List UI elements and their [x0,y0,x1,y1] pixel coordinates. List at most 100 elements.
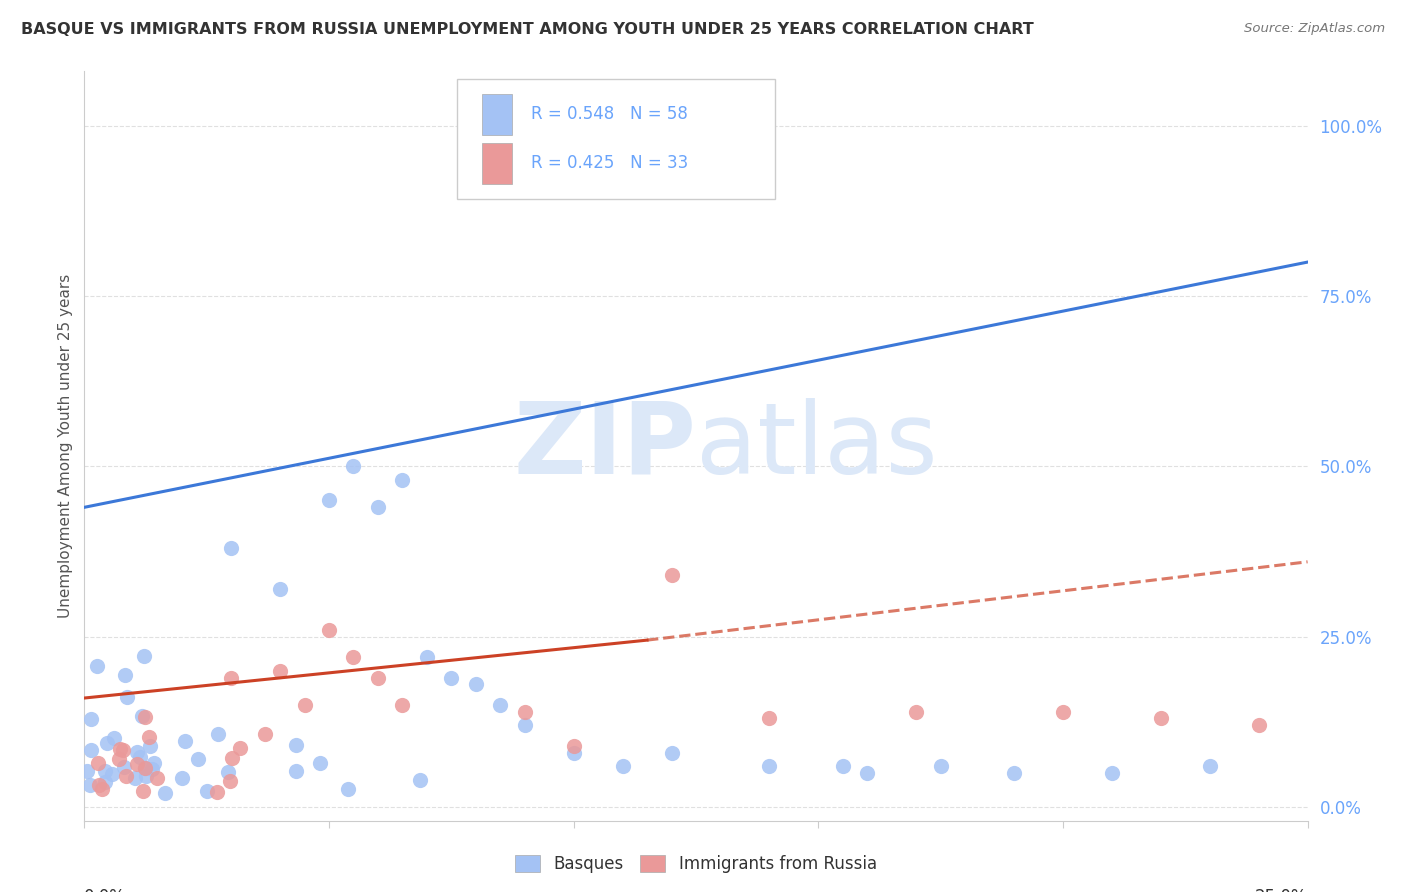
Point [138,730,160,744]
Point [195,784,218,798]
Text: 0.0%: 0.0% [84,888,127,892]
Point [141,762,163,776]
Point [114,769,136,783]
Point [153,786,176,800]
Point [661,568,683,582]
Point [464,677,486,691]
Point [513,718,536,732]
Point [253,727,276,741]
Point [416,650,439,665]
Point [758,711,780,725]
Point [125,757,148,772]
Point [342,650,364,665]
Point [391,698,413,712]
Point [91,782,114,797]
Point [1198,759,1220,773]
Point [440,671,463,685]
Text: atlas: atlas [696,398,938,494]
Point [170,772,193,786]
Point [207,726,229,740]
Point [219,541,242,556]
Point [101,767,124,781]
Point [562,746,585,760]
Point [318,493,340,508]
Point [1052,705,1074,719]
Point [131,784,153,798]
Point [132,649,155,664]
Point [391,473,413,487]
Point [367,671,389,685]
Point [80,712,103,726]
Text: BASQUE VS IMMIGRANTS FROM RUSSIA UNEMPLOYMENT AMONG YOUTH UNDER 25 YEARS CORRELA: BASQUE VS IMMIGRANTS FROM RUSSIA UNEMPLO… [21,22,1033,37]
Point [661,746,683,760]
Point [513,705,536,719]
Point [134,761,156,775]
Point [108,752,131,766]
Point [229,740,252,755]
Text: ZIP: ZIP [513,398,696,494]
Point [87,756,110,770]
Point [284,738,307,752]
Point [929,759,952,773]
Point [87,778,110,792]
Point [94,764,117,778]
Point [86,659,108,673]
Point [145,771,167,785]
Point [173,734,195,748]
Point [110,742,132,756]
Point [138,739,160,754]
Point [79,778,101,792]
Point [129,749,152,764]
Point [309,756,332,771]
Point [76,764,98,779]
Bar [482,94,513,135]
Point [1150,711,1173,725]
Point [337,782,360,797]
Point [134,761,156,775]
Point [205,785,228,799]
Point [831,759,853,773]
Y-axis label: Unemployment Among Youth under 25 years: Unemployment Among Youth under 25 years [58,274,73,618]
Point [103,731,125,746]
Text: Source: ZipAtlas.com: Source: ZipAtlas.com [1244,22,1385,36]
Point [269,582,291,596]
Point [489,698,512,712]
Point [221,751,243,765]
Text: 25.0%: 25.0% [1256,888,1308,892]
Point [124,771,146,785]
Point [217,764,239,779]
Point [131,709,153,723]
Point [294,698,316,712]
Legend: Basques, Immigrants from Russia: Basques, Immigrants from Russia [509,848,883,880]
Point [651,119,673,133]
Point [114,668,136,682]
Point [342,459,364,474]
Point [115,690,138,704]
Point [80,742,103,756]
Bar [482,143,513,184]
Point [758,759,780,773]
Point [134,710,156,724]
Point [612,759,634,773]
Point [114,760,136,774]
Point [111,743,134,757]
Point [367,500,389,515]
Point [409,773,432,788]
Point [856,766,879,780]
Point [187,752,209,766]
Point [127,745,149,759]
Point [219,671,242,685]
Point [318,623,340,637]
Point [143,756,166,770]
Point [285,764,308,778]
Point [1101,766,1123,780]
Point [135,769,157,783]
Text: R = 0.425   N = 33: R = 0.425 N = 33 [531,154,688,172]
Point [1002,766,1025,780]
Point [1247,718,1270,732]
Point [219,774,242,789]
Point [562,739,585,753]
Point [905,705,928,719]
Point [96,736,118,750]
Point [269,664,291,678]
